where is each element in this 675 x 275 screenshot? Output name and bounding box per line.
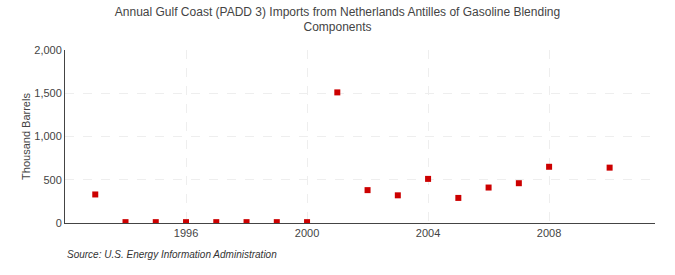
- svg-text:Annual Gulf Coast (PADD 3) Imp: Annual Gulf Coast (PADD 3) Imports from …: [115, 5, 560, 35]
- svg-text:1,000: 1,000: [34, 130, 62, 142]
- svg-text:2004: 2004: [416, 227, 440, 239]
- svg-text:1,500: 1,500: [34, 87, 62, 99]
- svg-text:Thousand Barrels: Thousand Barrels: [20, 93, 32, 180]
- svg-text:1996: 1996: [174, 227, 198, 239]
- svg-text:2008: 2008: [537, 227, 561, 239]
- svg-text:Source: U.S. Energy Informatio: Source: U.S. Energy Information Administ…: [67, 249, 277, 260]
- svg-text:2000: 2000: [295, 227, 319, 239]
- svg-text:500: 500: [43, 174, 61, 186]
- svg-text:0: 0: [56, 217, 62, 229]
- svg-text:2,000: 2,000: [34, 44, 62, 56]
